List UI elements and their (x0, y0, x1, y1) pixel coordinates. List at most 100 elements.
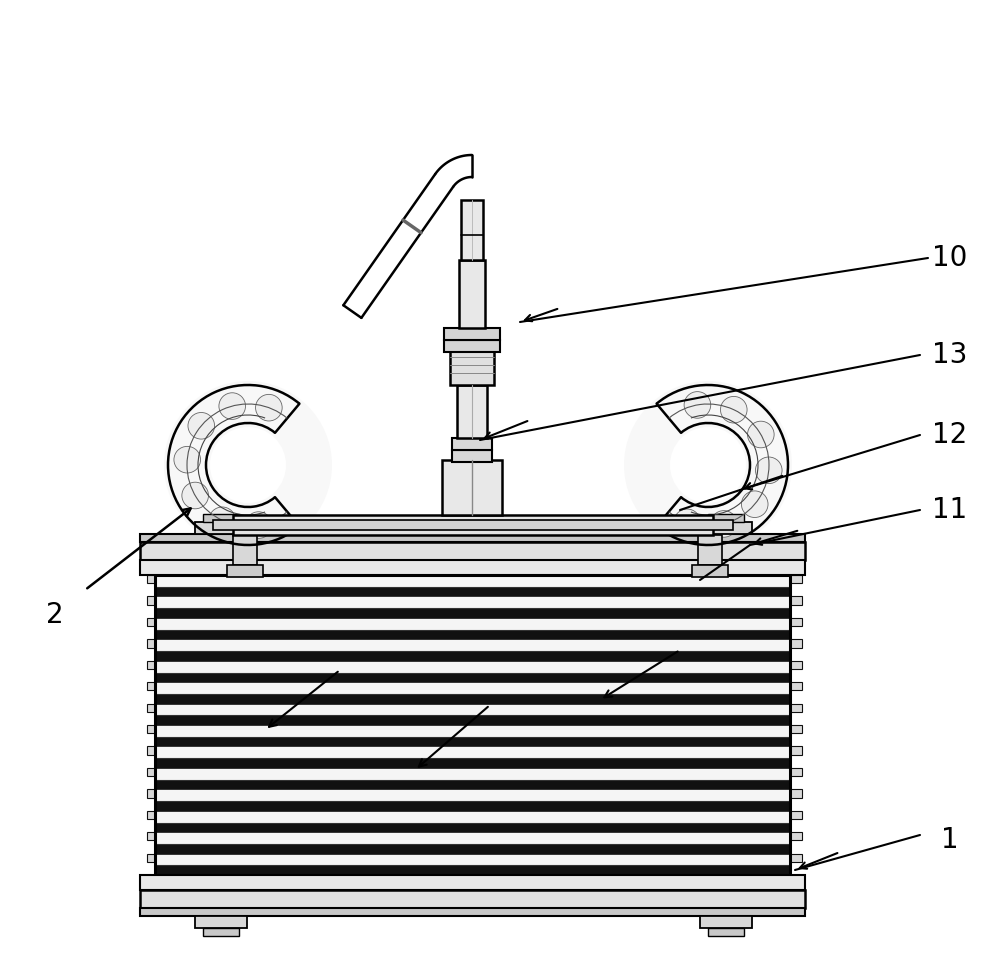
Bar (155, 725, 790, 737)
Circle shape (741, 491, 768, 518)
Bar (155, 747, 790, 768)
Bar (147, 618, 155, 626)
Bar (147, 597, 155, 605)
Bar (155, 586, 790, 597)
Bar (155, 768, 790, 779)
Bar (140, 908, 805, 916)
Bar (155, 854, 790, 875)
Bar (147, 854, 155, 861)
Bar (444, 328, 500, 340)
Circle shape (710, 511, 737, 538)
Bar (155, 768, 790, 789)
Bar (790, 725, 802, 733)
Bar (442, 460, 502, 515)
Bar (457, 385, 487, 438)
Bar (155, 575, 790, 586)
Bar (155, 811, 790, 822)
Bar (147, 704, 155, 711)
Circle shape (256, 394, 282, 421)
Circle shape (674, 509, 700, 536)
Bar (155, 597, 790, 618)
Bar (155, 639, 790, 651)
Circle shape (245, 512, 272, 539)
Bar (147, 639, 155, 647)
Bar (155, 682, 790, 704)
Bar (155, 832, 790, 854)
Bar (790, 811, 802, 819)
Bar (155, 597, 790, 608)
Bar (790, 618, 802, 626)
Bar (155, 575, 790, 875)
Bar (155, 844, 790, 854)
Bar (147, 789, 155, 797)
Bar (155, 715, 790, 725)
Bar (155, 661, 790, 672)
Bar (155, 608, 790, 618)
Text: 10: 10 (932, 244, 968, 272)
Bar (452, 438, 492, 450)
Bar (790, 682, 802, 690)
Bar (227, 565, 263, 577)
Bar (700, 916, 752, 928)
Bar (155, 789, 790, 811)
Bar (155, 651, 790, 661)
Bar (195, 522, 247, 534)
Bar (790, 854, 802, 861)
Bar (140, 560, 805, 575)
Text: 11: 11 (932, 496, 968, 524)
Bar (790, 768, 802, 776)
Circle shape (670, 427, 746, 503)
Bar (444, 340, 500, 352)
Bar (155, 618, 790, 639)
Bar (790, 704, 802, 711)
Bar (155, 618, 790, 629)
Bar (692, 565, 728, 577)
Bar (147, 725, 155, 733)
Bar (790, 661, 802, 668)
Bar (155, 832, 790, 844)
Bar (708, 514, 744, 522)
Bar (155, 758, 790, 768)
Bar (233, 535, 257, 565)
Bar (155, 575, 790, 875)
Circle shape (182, 482, 208, 509)
Bar (790, 747, 802, 754)
Bar (155, 672, 790, 682)
Bar (147, 682, 155, 690)
Bar (203, 514, 239, 522)
Bar (155, 694, 790, 704)
Bar (155, 575, 790, 597)
Circle shape (219, 393, 246, 419)
Bar (147, 811, 155, 819)
Circle shape (209, 507, 236, 534)
Text: 13: 13 (932, 341, 968, 369)
Bar (195, 916, 247, 928)
Bar (147, 747, 155, 754)
Bar (140, 890, 805, 908)
Bar (708, 928, 744, 936)
Bar (155, 747, 790, 758)
Circle shape (174, 446, 201, 473)
Circle shape (720, 396, 747, 423)
Bar (790, 575, 802, 584)
Bar (155, 629, 790, 639)
Bar (147, 661, 155, 668)
Circle shape (164, 381, 332, 549)
Bar (203, 928, 239, 936)
Bar (155, 661, 790, 682)
Bar (147, 575, 155, 584)
Circle shape (624, 381, 792, 549)
Bar (140, 542, 805, 560)
Bar (450, 350, 494, 385)
Bar (790, 789, 802, 797)
Circle shape (684, 392, 711, 418)
Bar (147, 832, 155, 840)
Circle shape (188, 413, 215, 439)
Bar (459, 260, 485, 328)
Circle shape (210, 427, 286, 503)
Bar (790, 832, 802, 840)
Bar (155, 854, 790, 865)
Bar (155, 789, 790, 801)
Bar (155, 811, 790, 832)
Bar (698, 535, 722, 565)
